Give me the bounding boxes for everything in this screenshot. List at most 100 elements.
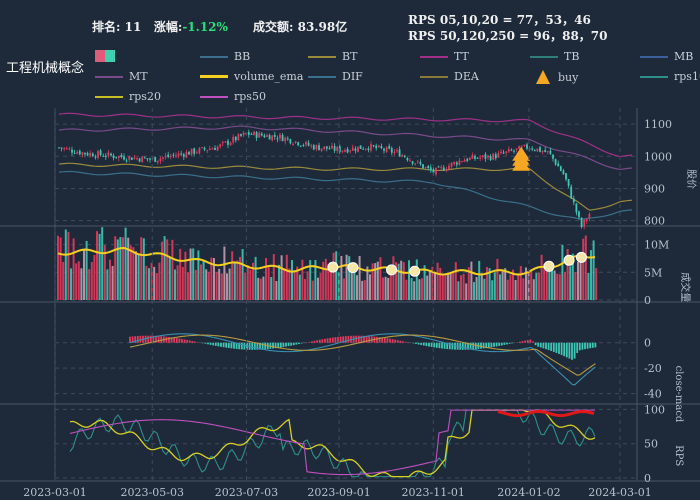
legend-dif[interactable]: DIF	[308, 70, 363, 83]
volume-bar	[119, 237, 122, 300]
rank-value: 11	[124, 20, 142, 34]
legend-tb[interactable]: TB	[530, 50, 579, 63]
candle	[110, 153, 112, 156]
candle	[351, 147, 354, 151]
volume-bar	[530, 269, 533, 300]
macd-bar	[495, 342, 498, 347]
legend-buy[interactable]: buy	[530, 70, 578, 84]
macd-bar	[149, 335, 152, 343]
legend-tt[interactable]: TT	[420, 50, 469, 63]
legend-rps20[interactable]: rps20	[95, 90, 161, 103]
volume-tick-label: 0	[644, 294, 651, 307]
candle	[164, 155, 167, 158]
macd-bar	[251, 342, 254, 350]
macd-bar	[532, 341, 534, 343]
candle	[474, 156, 476, 159]
volume-bar	[93, 254, 96, 300]
legend-rps10[interactable]: rps10	[640, 70, 700, 83]
macd-bar	[277, 342, 280, 348]
macd-bar	[568, 342, 571, 359]
candle	[435, 167, 437, 175]
candle	[138, 158, 141, 162]
macd-bar	[508, 342, 511, 344]
candle	[167, 154, 170, 157]
volume-bar	[80, 268, 83, 300]
candle	[585, 219, 588, 222]
candle	[466, 158, 469, 161]
legend-label: volume_ema	[234, 70, 304, 83]
macd-bar	[308, 341, 311, 343]
macd-bar	[188, 340, 191, 343]
candle	[307, 142, 310, 146]
buy-triangle-icon	[536, 70, 550, 84]
candle	[63, 148, 66, 150]
volume-tick-label: 5M	[644, 266, 662, 279]
volume-bar	[114, 236, 117, 300]
candle	[310, 145, 313, 147]
volume-bar	[322, 261, 325, 300]
volume-bar	[558, 274, 561, 300]
volume-bar	[236, 260, 239, 300]
volume-bar	[345, 254, 348, 300]
volume-bar	[413, 281, 416, 300]
candle	[476, 157, 479, 159]
volume-axis-label: 成交量	[679, 272, 692, 302]
candle	[65, 148, 68, 150]
volume-bar	[431, 266, 434, 300]
macd-bar	[285, 342, 287, 347]
legend-dea[interactable]: DEA	[420, 70, 479, 83]
candle	[169, 156, 172, 158]
volume-bar	[324, 258, 327, 300]
candle	[198, 148, 201, 154]
volume-bar	[288, 268, 291, 300]
volume-bar	[467, 267, 470, 300]
candle	[528, 148, 531, 150]
legend-label: BB	[234, 50, 251, 63]
macd-bar	[147, 335, 150, 343]
volume-highlight-dot	[327, 261, 339, 273]
macd-bar	[220, 342, 222, 347]
legend-bt[interactable]: BT	[308, 50, 357, 63]
candle	[479, 157, 482, 159]
legend-candle-icon[interactable]	[95, 50, 121, 62]
rps-short: RPS 05,10,20 = 77，53，46	[408, 13, 591, 27]
volume-bar	[231, 251, 234, 300]
candle	[224, 141, 227, 143]
candle	[221, 141, 224, 144]
macd-bar	[368, 336, 371, 343]
candle	[214, 147, 216, 150]
macd-bar	[547, 342, 550, 351]
macd-bar	[168, 337, 170, 343]
candle	[401, 154, 404, 157]
macd-bar	[272, 342, 274, 349]
macd-bar	[534, 342, 537, 346]
legend-rps50[interactable]: rps50	[200, 90, 266, 103]
volume-bar	[176, 265, 179, 300]
legend-bb[interactable]: BB	[200, 50, 250, 63]
volume-bar	[382, 277, 384, 300]
macd-bar	[586, 342, 589, 349]
volume-bar	[150, 262, 153, 300]
candle	[393, 151, 396, 154]
macd-bar	[233, 342, 235, 349]
legend-volume-ema[interactable]: volume_ema	[200, 70, 303, 83]
legend-mt[interactable]: MT	[95, 70, 148, 83]
volume-bar	[506, 279, 509, 300]
candle	[463, 160, 466, 162]
volume-bar	[83, 249, 85, 300]
volume-bar	[577, 262, 579, 300]
candle	[383, 148, 385, 151]
volume-bar	[187, 272, 189, 300]
macd-bar	[253, 342, 256, 350]
macd-bar	[558, 342, 560, 355]
candle	[206, 150, 209, 152]
volume-bar	[418, 279, 421, 300]
legend-mb[interactable]: MB	[640, 50, 693, 63]
candle	[588, 213, 591, 219]
rps-tick-label: 0	[644, 472, 651, 485]
candle	[429, 167, 432, 171]
macd-bar	[464, 342, 467, 350]
volume-bar	[379, 257, 382, 300]
legend-swatch	[420, 55, 448, 58]
legend-label: buy	[558, 70, 579, 84]
